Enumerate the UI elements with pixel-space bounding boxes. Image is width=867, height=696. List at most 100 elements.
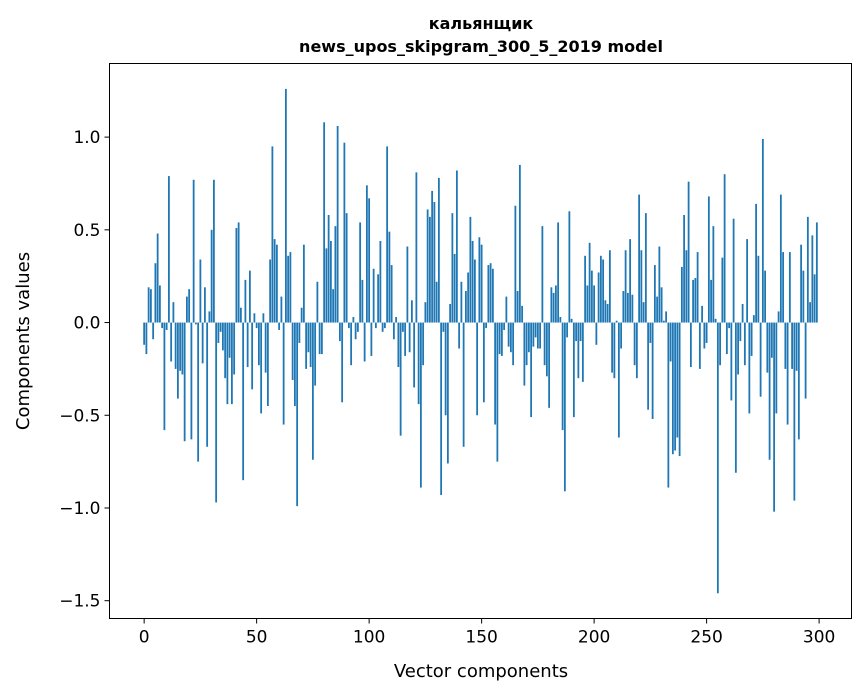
bar-component-33 — [217, 322, 220, 343]
bar-component-268 — [746, 239, 749, 323]
bar-component-233 — [667, 322, 670, 488]
bar-component-190 — [570, 318, 573, 323]
bar-component-254 — [714, 318, 717, 323]
x-tick-label: 250 — [690, 628, 722, 648]
bar-component-279 — [770, 322, 773, 358]
bar-component-225 — [649, 322, 652, 343]
bar-component-143 — [464, 291, 467, 323]
bar-component-226 — [651, 322, 654, 419]
bar-component-244 — [692, 279, 695, 323]
bar-component-296 — [809, 302, 812, 323]
bar-component-193 — [577, 322, 580, 379]
bar-component-9 — [163, 322, 166, 431]
y-tick-label: −1.0 — [59, 499, 100, 519]
bar-component-5 — [154, 263, 157, 323]
bar-component-249 — [703, 322, 706, 349]
bar-component-169 — [523, 322, 526, 386]
bar-component-60 — [278, 322, 281, 330]
bar-component-282 — [777, 311, 780, 323]
bar-component-134 — [444, 322, 447, 416]
bar-component-186 — [561, 322, 564, 431]
bar-component-206 — [606, 304, 609, 323]
bar-component-93 — [352, 316, 355, 323]
bar-component-3 — [149, 289, 152, 323]
bar-component-44 — [242, 322, 245, 481]
bar-component-236 — [674, 322, 677, 451]
bar-component-13 — [172, 302, 175, 323]
bar-component-260 — [728, 322, 731, 329]
bar-component-84 — [332, 289, 335, 323]
bar-component-255 — [716, 322, 719, 594]
bar-component-114 — [399, 322, 402, 436]
bar-component-277 — [766, 322, 769, 373]
bar-component-152 — [485, 322, 488, 329]
bar-component-110 — [390, 265, 393, 323]
bar-component-47 — [248, 270, 251, 323]
bar-component-185 — [559, 316, 562, 323]
bar-component-81 — [325, 248, 328, 323]
bar-component-16 — [179, 322, 182, 371]
bar-component-265 — [739, 322, 742, 342]
bar-component-132 — [440, 322, 443, 496]
bar-component-231 — [662, 320, 665, 323]
bar-component-32 — [215, 322, 218, 503]
bar-component-89 — [343, 142, 346, 323]
bar-component-194 — [579, 322, 582, 342]
bar-component-138 — [453, 253, 456, 323]
bar-component-261 — [730, 322, 733, 401]
bar-component-116 — [404, 322, 407, 356]
bar-component-146 — [471, 240, 474, 323]
bar-component-17 — [181, 322, 184, 375]
bar-component-54 — [264, 322, 267, 373]
bar-component-220 — [638, 194, 641, 323]
bar-component-210 — [615, 320, 618, 323]
bar-component-124 — [422, 322, 425, 366]
bar-component-258 — [723, 174, 726, 323]
bar-component-40 — [233, 322, 236, 375]
bar-component-82 — [327, 214, 330, 323]
bar-component-288 — [791, 322, 794, 369]
bar-component-252 — [710, 279, 713, 323]
x-tick-label: 300 — [803, 628, 835, 648]
x-tick-label: 0 — [139, 628, 150, 648]
bar-component-235 — [671, 322, 674, 455]
bar-component-121 — [415, 172, 418, 323]
bar-component-78 — [318, 322, 321, 355]
bar-component-266 — [741, 304, 744, 323]
bar-component-179 — [545, 322, 548, 377]
bar-component-77 — [316, 281, 319, 323]
x-axis-ticks: 0 50 100 150 200 250 300 — [139, 618, 835, 648]
bar-component-207 — [608, 250, 611, 323]
bar-component-30 — [210, 229, 213, 323]
bar-component-197 — [586, 285, 589, 323]
y-tick-label: −0.5 — [59, 406, 100, 426]
bar-component-271 — [752, 315, 755, 323]
bar-component-243 — [689, 322, 692, 368]
bar-component-25 — [199, 259, 202, 323]
bar-component-99 — [365, 185, 368, 323]
bar-component-75 — [311, 322, 314, 460]
bar-component-112 — [395, 316, 398, 323]
bar-component-135 — [446, 322, 449, 464]
bar-component-41 — [235, 227, 238, 323]
bar-component-200 — [593, 285, 596, 323]
bar-component-55 — [266, 322, 269, 406]
bar-component-188 — [566, 322, 569, 338]
bar-component-133 — [442, 322, 445, 332]
bar-component-50 — [255, 322, 258, 329]
x-tick-label: 150 — [465, 628, 497, 648]
bar-component-184 — [557, 222, 560, 323]
bar-component-58 — [273, 239, 276, 323]
bar-component-88 — [341, 322, 344, 403]
bar-component-208 — [611, 322, 614, 373]
bar-component-37 — [226, 322, 229, 405]
bar-component-45 — [244, 279, 247, 323]
bar-component-90 — [345, 213, 348, 323]
bar-component-147 — [473, 259, 476, 323]
bar-component-259 — [725, 322, 728, 355]
bar-component-97 — [361, 279, 364, 323]
bar-component-118 — [408, 322, 411, 353]
bar-component-219 — [635, 322, 638, 379]
bar-component-274 — [759, 322, 762, 397]
bar-component-123 — [419, 322, 422, 488]
